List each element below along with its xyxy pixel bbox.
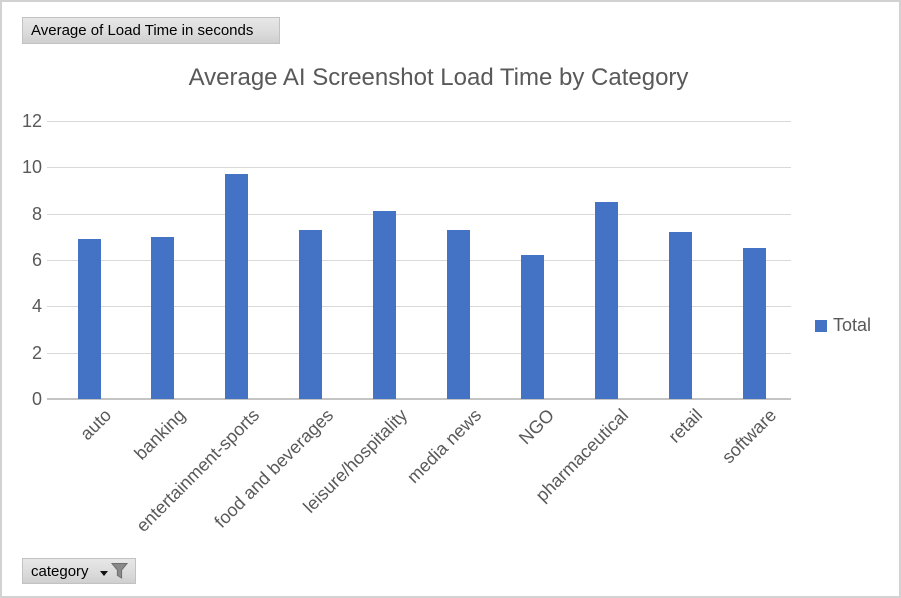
bar-software: [742, 248, 766, 399]
category-filter-icons: [100, 562, 129, 580]
gridline: [47, 214, 791, 215]
y-axis-tick-label: 4: [31, 296, 42, 316]
bar-media-news: [447, 229, 470, 399]
legend: Total: [815, 315, 871, 336]
legend-label: Total: [833, 315, 872, 335]
gridline: [47, 306, 791, 307]
category-filter-button[interactable]: category: [22, 558, 136, 584]
gridline: [47, 260, 791, 261]
bar-auto: [77, 239, 101, 399]
filter-funnel-icon: [110, 563, 129, 579]
y-axis-tick-label: 6: [31, 250, 42, 270]
gridline: [47, 353, 791, 354]
y-axis-tick-label: 2: [31, 343, 42, 363]
y-axis-tick-label: 0: [31, 389, 42, 409]
bar-food-and-beverages: [299, 229, 323, 399]
category-filter-label: category: [31, 562, 89, 580]
chart-title: Average AI Screenshot Load Time by Categ…: [188, 64, 689, 91]
dropdown-arrow-icon: [100, 571, 108, 576]
gridline: [47, 167, 791, 168]
legend-swatch: [815, 319, 827, 332]
bar-pharmaceutical: [594, 202, 618, 399]
bar-leisure-hospitality: [373, 211, 397, 399]
y-axis-tick-label: 10: [21, 157, 42, 177]
value-field-label: Average of Load Time in seconds: [31, 22, 254, 39]
gridline: [47, 121, 791, 122]
bar-entertainment-sports: [225, 174, 249, 399]
value-field-button[interactable]: Average of Load Time in seconds: [22, 17, 280, 44]
bar-retail: [668, 232, 692, 399]
bar-ngo: [520, 255, 544, 399]
y-axis-tick-label: 8: [31, 204, 42, 224]
bar-banking: [151, 236, 175, 399]
y-axis-tick-label: 12: [21, 111, 42, 131]
x-axis-line: [47, 398, 791, 400]
